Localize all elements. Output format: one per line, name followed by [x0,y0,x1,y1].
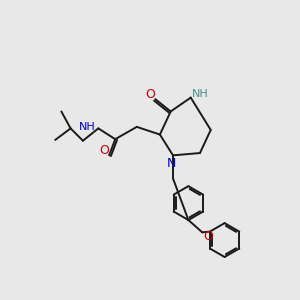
Text: N: N [167,157,176,169]
Text: O: O [145,88,155,101]
Text: NH: NH [79,122,96,132]
Text: O: O [99,144,109,157]
Text: NH: NH [192,89,208,99]
Text: O: O [203,230,213,243]
